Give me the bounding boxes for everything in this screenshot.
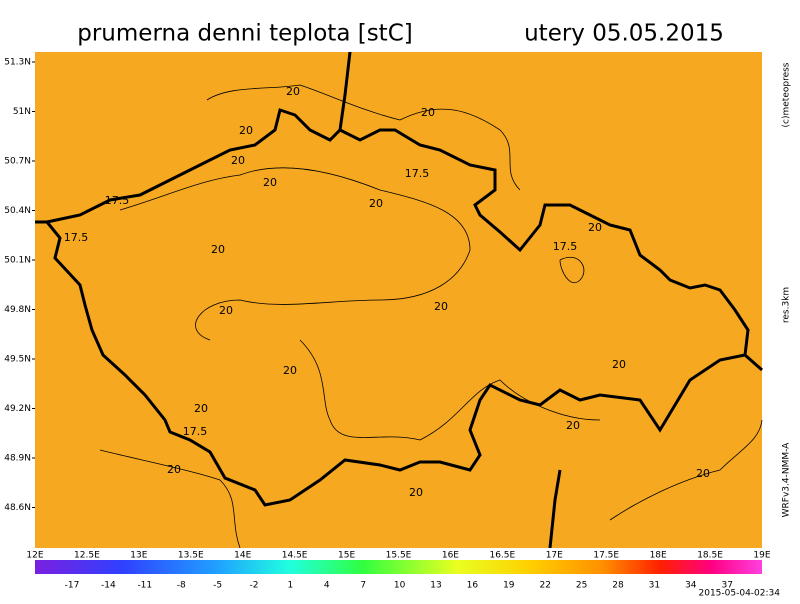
contour-label: 17.5 [105,194,130,207]
colorbar-label: 22 [539,581,550,591]
model: WRFv3.4-NMM-A [782,442,792,518]
lat-axis: 51.3N 51N 50.7N 50.4N 50.1N 49.8N 49.5N 49.2N 48… [4,58,35,513]
colorbar-label: -11 [137,581,152,591]
colorbar-label: -17 [65,581,80,591]
colorbar-label: -14 [101,581,116,591]
colorbar [35,560,762,574]
colorbar-label: 10 [394,581,406,591]
colorbar-label: 16 [467,581,479,591]
contour-labels: 20 20 20 20 20 20 20 20 20 20 20 20 20 20 20 20 20 17.5 17… [64,85,710,499]
colorbar-labels: -17 -14 -11 -8 -5 -2 1 4 7 10 13 16 19 22 25 28 31 34 37 [65,581,733,591]
lat-label: 50.7N [4,157,31,167]
lon-label: 14.5E [282,551,308,561]
colorbar-label: -5 [213,581,222,591]
colorbar-label: 4 [324,581,330,591]
lon-label: 16.5E [489,551,515,561]
lat-label: 49.8N [4,305,31,315]
contour-label: 17.5 [64,231,89,244]
lat-label: 49.2N [4,404,31,414]
contour-label: 20 [211,243,225,256]
contour-label: 20 [283,364,297,377]
contour-label: 20 [239,124,253,137]
contour-label: 20 [167,463,181,476]
contours [99,84,763,549]
lon-label: 18E [650,551,667,561]
lat-label: 51N [13,107,31,117]
lon-label: 18.5E [697,551,723,561]
contour-label: 20 [566,419,580,432]
contour-label: 17.5 [553,240,578,253]
lat-label: 50.4N [4,206,31,216]
contour-label: 20 [434,300,448,313]
contour-label: 20 [231,154,245,167]
contour-label: 20 [194,402,208,415]
contour-label: 20 [263,176,277,189]
colorbar-label: 1 [288,581,294,591]
map-area [35,52,762,548]
timestamp: 2015-05-04-02:34 [699,589,781,599]
copyright: (c)meteopress [782,62,792,127]
colorbar-label: 37 [721,581,732,591]
border [35,51,763,549]
colorbar-label: 31 [649,581,660,591]
lat-label: 49.5N [4,355,31,365]
colorbar-label: 13 [430,581,441,591]
contour-label: 20 [421,106,435,119]
colorbar-label: 34 [685,581,697,591]
colorbar-label: -8 [177,581,186,591]
lon-label: 13.5E [178,551,204,561]
lat-label: 48.6N [4,503,31,513]
lat-label: 51.3N [4,58,31,68]
colorbar-label: 19 [503,581,515,591]
lon-label: 16E [442,551,459,561]
lon-label: 14E [234,551,251,561]
lat-label: 50.1N [4,256,31,266]
colorbar-label: -2 [250,581,259,591]
title: prumerna denni teplota [stC] [77,21,413,47]
contour-label: 20 [696,467,710,480]
lon-label: 15E [338,551,355,561]
colorbar-label: 28 [612,581,624,591]
lon-axis: 12E 12.5E 13E 13.5E 14E 14.5E 15E 15.5E 16E 16.5E… [26,551,770,561]
contour-label: 17.5 [405,167,430,180]
contour-label: 20 [612,358,626,371]
contour-label: 20 [286,85,300,98]
lon-label: 15.5E [386,551,412,561]
contour-label: 17.5 [183,425,208,438]
lon-label: 19E [753,551,770,561]
contour-label: 20 [369,197,383,210]
lon-label: 12E [26,551,43,561]
lon-label: 13E [130,551,147,561]
contour-label: 20 [409,486,423,499]
resolution: res.3km [782,287,792,323]
date: utery 05.05.2015 [524,21,724,47]
colorbar-label: 7 [360,581,366,591]
contour-label: 20 [588,221,602,234]
lon-label: 17E [546,551,563,561]
lat-label: 48.9N [4,454,31,464]
lon-label: 17.5E [593,551,619,561]
lon-label: 12.5E [74,551,100,561]
colorbar-label: 25 [576,581,587,591]
contour-label: 20 [219,304,233,317]
